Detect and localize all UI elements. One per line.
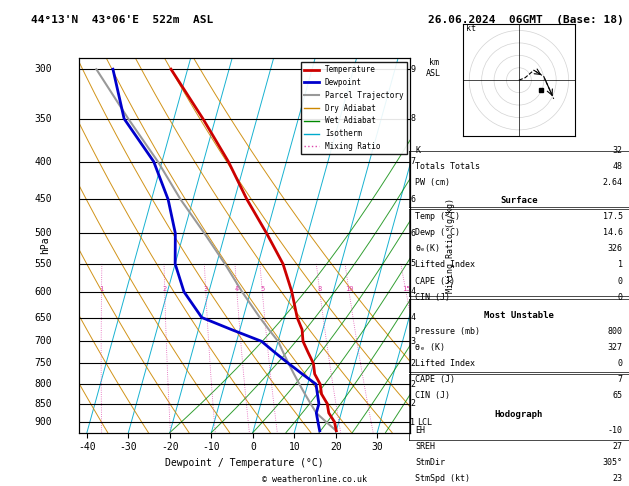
Text: Totals Totals: Totals Totals [415,162,480,171]
Text: Temp (°C): Temp (°C) [415,212,460,222]
Text: 2: 2 [411,399,415,408]
Text: Hodograph: Hodograph [495,410,543,419]
Text: SREH: SREH [415,442,435,451]
Text: StmDir: StmDir [415,458,445,467]
Text: StmSpd (kt): StmSpd (kt) [415,474,470,483]
Text: CIN (J): CIN (J) [415,391,450,400]
Text: θₑ (K): θₑ (K) [415,343,445,352]
Text: 7: 7 [618,375,623,384]
Text: 2: 2 [411,380,415,389]
Text: 750: 750 [35,359,52,368]
Text: 5: 5 [411,260,415,268]
Text: 4: 4 [411,313,415,322]
Text: 48: 48 [613,162,623,171]
Text: 32: 32 [613,146,623,155]
Text: Lifted Index: Lifted Index [415,359,475,368]
Text: 23: 23 [613,474,623,483]
Text: Mixing Ratio (g/kg): Mixing Ratio (g/kg) [446,198,455,293]
Text: 5: 5 [260,286,264,292]
Text: 17.5: 17.5 [603,212,623,222]
Text: CIN (J): CIN (J) [415,293,450,302]
Text: 650: 650 [35,312,52,323]
Text: 800: 800 [608,327,623,336]
Text: LCL: LCL [417,417,432,427]
Text: 0: 0 [618,293,623,302]
Text: Most Unstable: Most Unstable [484,311,554,320]
Text: 350: 350 [35,114,52,124]
Text: 4: 4 [411,287,415,296]
Text: 6: 6 [411,195,415,204]
Text: 8: 8 [318,286,322,292]
Text: 900: 900 [35,417,52,427]
Text: K: K [415,146,420,155]
Text: 44°13'N  43°06'E  522m  ASL: 44°13'N 43°06'E 522m ASL [31,15,214,25]
Text: hPa: hPa [40,237,50,254]
Text: EH: EH [415,426,425,435]
Text: 326: 326 [608,244,623,254]
Text: 4: 4 [235,286,239,292]
Text: 27: 27 [613,442,623,451]
Text: kt: kt [465,23,476,33]
Text: 450: 450 [35,194,52,205]
Text: 10: 10 [345,286,353,292]
Legend: Temperature, Dewpoint, Parcel Trajectory, Dry Adiabat, Wet Adiabat, Isotherm, Mi: Temperature, Dewpoint, Parcel Trajectory… [301,62,406,154]
Text: 1: 1 [99,286,104,292]
Text: -10: -10 [608,426,623,435]
Text: Surface: Surface [500,196,538,206]
Text: 3: 3 [204,286,208,292]
Text: 14.6: 14.6 [603,228,623,238]
Text: 550: 550 [35,259,52,269]
Text: 15: 15 [402,286,410,292]
Text: 8: 8 [411,114,415,123]
Text: 850: 850 [35,399,52,409]
Text: θₑ(K): θₑ(K) [415,244,440,254]
Text: 400: 400 [35,156,52,167]
Text: CAPE (J): CAPE (J) [415,375,455,384]
Text: Lifted Index: Lifted Index [415,260,475,270]
Text: 26.06.2024  06GMT  (Base: 18): 26.06.2024 06GMT (Base: 18) [428,15,623,25]
Text: 3: 3 [411,337,415,346]
Text: 0: 0 [618,277,623,286]
Text: km
ASL: km ASL [426,58,441,78]
Text: 0: 0 [618,359,623,368]
X-axis label: Dewpoint / Temperature (°C): Dewpoint / Temperature (°C) [165,458,324,468]
Text: Dewp (°C): Dewp (°C) [415,228,460,238]
Text: 600: 600 [35,287,52,297]
Text: 500: 500 [35,228,52,238]
Text: 700: 700 [35,336,52,347]
Text: 300: 300 [35,64,52,74]
Text: 1: 1 [618,260,623,270]
Text: 2: 2 [411,359,415,368]
Text: 7: 7 [411,157,415,166]
Text: 305°: 305° [603,458,623,467]
Text: 65: 65 [613,391,623,400]
Text: 1: 1 [411,417,415,427]
Text: 9: 9 [411,65,415,74]
Text: 327: 327 [608,343,623,352]
Text: 800: 800 [35,379,52,389]
Text: CAPE (J): CAPE (J) [415,277,455,286]
Text: 2: 2 [163,286,167,292]
Text: PW (cm): PW (cm) [415,178,450,187]
Text: © weatheronline.co.uk: © weatheronline.co.uk [262,474,367,484]
Text: 2.64: 2.64 [603,178,623,187]
Text: 6: 6 [411,229,415,238]
Text: Pressure (mb): Pressure (mb) [415,327,480,336]
